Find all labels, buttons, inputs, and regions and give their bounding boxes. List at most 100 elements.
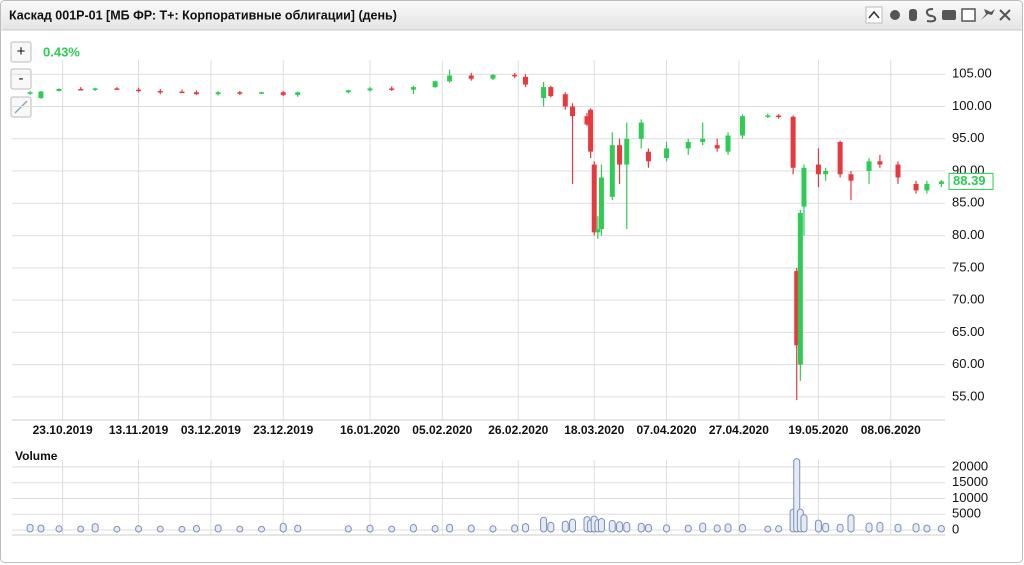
title-bar [1,1,1022,30]
volume-bar [937,524,945,533]
volume-bar [540,516,548,533]
y-tick-label: 0 [952,521,959,536]
zoom-controls[interactable]: + - [10,41,32,118]
candle-body [114,88,120,90]
volume-bar [923,524,931,533]
volume-bar [366,524,374,533]
candle-body [56,89,62,91]
candle-body [685,141,691,149]
volume-bar [684,524,692,533]
volume-bar [847,514,855,533]
y-tick-label: 10000 [952,490,988,505]
y-tick-label: 70.00 [952,292,985,307]
candle-body [410,87,416,90]
volume-bar [192,524,200,533]
volume-bar [214,524,222,533]
volume-bar [561,520,569,533]
candle-body [913,183,919,191]
candle-body [136,89,142,92]
candle-body [877,161,883,165]
volume-bar [764,525,772,533]
settings-icon[interactable] [890,10,900,20]
x-tick-label: 16.01.2020 [340,423,400,437]
candle-body [259,92,265,94]
last-price-box [948,172,994,190]
candle-body [512,74,518,77]
candle-body [624,138,630,165]
x-tick-label: 03.12.2019 [181,423,241,437]
candle-body [598,177,604,230]
candle-body [562,94,568,107]
candle-body [389,88,395,90]
volume-bar [77,525,85,533]
candle-body [866,161,872,172]
x-tick-label: 18.03.2020 [564,423,624,437]
volume-bar [135,525,143,533]
y-tick-label: 65.00 [952,324,985,339]
volume-bar [738,524,746,533]
x-tick-label: 08.06.2020 [861,423,921,437]
volume-title: Volume [15,449,58,463]
candle-body [215,92,221,95]
candle-body [523,76,529,85]
candle-body [588,109,594,152]
y-tick-label: 5000 [952,506,981,521]
volume-bar [713,524,721,533]
x-tick-label: 23.12.2019 [253,423,313,437]
candle-body [617,145,623,165]
volume-bar [279,522,287,533]
zoom-in-button[interactable] [10,41,32,63]
volume-bar [156,525,164,533]
window-title: Каскад 001P-01 [МБ ФР: Т+: Корпоративные… [9,8,397,22]
zoom-in-label: + [17,43,26,60]
y-tick-label: 60.00 [952,356,985,371]
volume-bar [344,525,352,533]
collapse-button[interactable] [865,6,883,24]
volume-bar [258,525,266,533]
link-icon[interactable] [942,10,956,20]
candle-body [924,183,930,191]
candle-body [591,164,597,233]
toolbar-icons[interactable] [865,6,1011,24]
y-tick-label: 80.00 [952,227,985,242]
window-icon[interactable] [961,8,976,22]
volume-bar [236,525,244,533]
zoom-out-label: - [19,70,24,87]
close-icon[interactable] [999,9,1011,21]
y-tick-label: 75.00 [952,259,985,274]
candle-body [938,181,944,184]
volume-bar [55,525,63,533]
candle-body [664,148,670,159]
y-tick-label: 100.00 [952,98,992,113]
x-tick-label: 23.10.2019 [33,423,93,437]
volume-bar [623,521,631,533]
x-tick-label: 27.04.2020 [709,423,769,437]
candle-body [645,151,651,162]
candle-body [794,271,800,346]
candle-body [27,92,33,94]
volume-bar [912,523,920,533]
candle-body [609,145,615,197]
candle-body [776,115,782,118]
candle-body [237,92,243,94]
pin-icon[interactable] [981,9,995,20]
y-tick-label: 15000 [952,474,988,489]
candle-body [790,116,796,168]
candle-body [548,87,554,97]
candle-body [837,141,843,175]
volume-bar [467,524,475,533]
candle-body [367,88,373,91]
x-tick-label: 05.02.2020 [412,423,472,437]
candle-body [295,92,301,95]
s-icon[interactable] [925,8,937,23]
candle-body [700,138,706,142]
x-tick-label: 13.11.2019 [109,423,169,437]
volume-bar [547,521,555,533]
candle-body [447,75,453,82]
volume-bar [865,522,873,533]
draw-tool-icon [14,100,28,114]
volume-bar [388,525,396,533]
hand-icon[interactable] [909,9,917,21]
candle-body [801,167,807,207]
